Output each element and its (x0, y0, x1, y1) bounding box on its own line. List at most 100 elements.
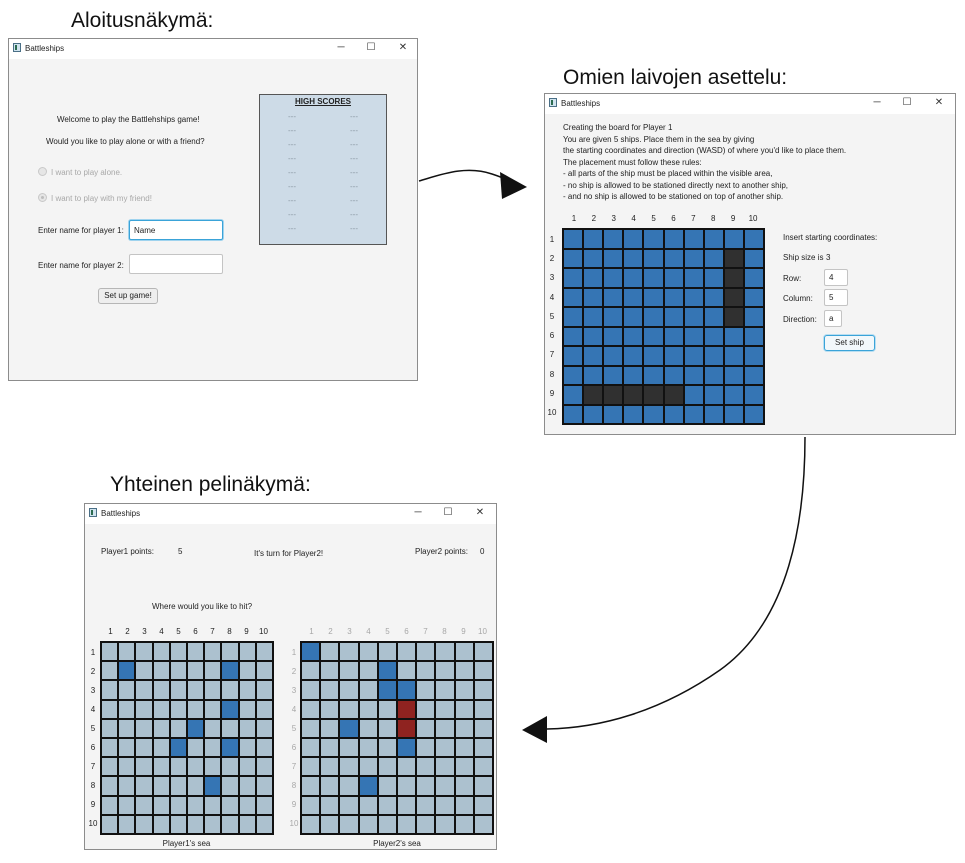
player2-sea-cell[interactable] (359, 700, 377, 718)
sea-cell[interactable] (664, 249, 683, 267)
sea-cell[interactable] (684, 288, 703, 306)
player2-sea-cell[interactable] (302, 739, 320, 757)
direction-input[interactable]: a (824, 310, 842, 327)
player2-sea-cell[interactable] (302, 796, 320, 814)
sea-cell[interactable] (704, 308, 723, 326)
sea-cell[interactable] (584, 230, 603, 248)
player2-sea-cell[interactable] (455, 777, 473, 795)
set-ship-button[interactable]: Set ship (824, 335, 875, 351)
sea-cell[interactable] (684, 269, 703, 287)
sea-cell[interactable] (584, 366, 603, 384)
player2-sea-cell[interactable] (359, 681, 377, 699)
minimize-icon[interactable]: ─ (873, 97, 881, 108)
sea-cell[interactable] (704, 269, 723, 287)
player2-sea-cell[interactable] (398, 739, 416, 757)
sea-cell[interactable] (584, 249, 603, 267)
player2-sea-cell[interactable] (436, 643, 454, 661)
player2-sea-cell[interactable] (474, 777, 492, 795)
sea-cell[interactable] (664, 269, 683, 287)
player2-sea-cell[interactable] (398, 643, 416, 661)
player2-sea-cell[interactable] (455, 739, 473, 757)
player2-sea-cell[interactable] (474, 700, 492, 718)
player2-sea-cell[interactable] (340, 815, 358, 833)
sea-cell[interactable] (704, 347, 723, 365)
row-input[interactable]: 4 (824, 269, 848, 286)
player2-sea-cell[interactable] (417, 777, 435, 795)
sea-cell[interactable] (744, 327, 763, 345)
player2-sea-cell[interactable] (378, 777, 396, 795)
sea-cell[interactable] (664, 386, 683, 404)
player2-sea-cell[interactable] (340, 681, 358, 699)
sea-cell[interactable] (564, 386, 583, 404)
player2-sea-cell[interactable] (340, 758, 358, 776)
sea-cell[interactable] (564, 366, 583, 384)
player2-sea-cell[interactable] (359, 758, 377, 776)
player2-sea-cell[interactable] (417, 758, 435, 776)
player2-sea-cell[interactable] (302, 777, 320, 795)
sea-cell[interactable] (644, 230, 663, 248)
close-icon[interactable]: ✕ (398, 42, 408, 53)
player2-sea-cell[interactable] (378, 796, 396, 814)
sea-cell[interactable] (624, 405, 643, 423)
sea-cell[interactable] (724, 347, 743, 365)
player2-sea-cell[interactable] (455, 700, 473, 718)
player2-sea-cell[interactable] (474, 758, 492, 776)
sea-cell[interactable] (624, 308, 643, 326)
sea-cell[interactable] (584, 288, 603, 306)
player2-sea-cell[interactable] (436, 700, 454, 718)
sea-cell[interactable] (744, 386, 763, 404)
sea-cell[interactable] (644, 347, 663, 365)
sea-cell[interactable] (684, 405, 703, 423)
player2-sea-cell[interactable] (455, 758, 473, 776)
sea-cell[interactable] (684, 386, 703, 404)
sea-cell[interactable] (684, 366, 703, 384)
player2-sea-cell[interactable] (398, 796, 416, 814)
player2-sea-cell[interactable] (321, 662, 339, 680)
sea-cell[interactable] (624, 327, 643, 345)
sea-cell[interactable] (564, 327, 583, 345)
sea-cell[interactable] (684, 347, 703, 365)
player2-sea-cell[interactable] (455, 815, 473, 833)
player2-sea-cell[interactable] (417, 815, 435, 833)
player2-sea-cell[interactable] (359, 719, 377, 737)
sea-cell[interactable] (584, 347, 603, 365)
radio-play-friend[interactable] (38, 193, 47, 202)
player2-sea-cell[interactable] (436, 815, 454, 833)
player2-sea-cell[interactable] (436, 681, 454, 699)
player2-sea-cell[interactable] (436, 777, 454, 795)
maximize-icon[interactable]: ☐ (902, 97, 912, 108)
sea-cell[interactable] (584, 327, 603, 345)
sea-cell[interactable] (604, 386, 623, 404)
maximize-icon[interactable]: ☐ (443, 507, 453, 518)
sea-cell[interactable] (704, 249, 723, 267)
sea-cell[interactable] (584, 386, 603, 404)
sea-cell[interactable] (564, 249, 583, 267)
player2-sea-cell[interactable] (321, 815, 339, 833)
player2-sea-cell[interactable] (321, 681, 339, 699)
player2-sea-cell[interactable] (378, 662, 396, 680)
sea-cell[interactable] (604, 288, 623, 306)
sea-cell[interactable] (744, 405, 763, 423)
player2-sea-cell[interactable] (359, 777, 377, 795)
player2-sea-cell[interactable] (436, 719, 454, 737)
sea-cell[interactable] (604, 347, 623, 365)
sea-cell[interactable] (664, 347, 683, 365)
player2-sea-cell[interactable] (340, 739, 358, 757)
sea-cell[interactable] (564, 405, 583, 423)
player2-sea-cell[interactable] (340, 719, 358, 737)
sea-cell[interactable] (724, 230, 743, 248)
sea-cell[interactable] (744, 230, 763, 248)
setup-game-button[interactable]: Set up game! (98, 288, 158, 304)
player2-sea-cell[interactable] (398, 700, 416, 718)
player2-sea-cell[interactable] (378, 700, 396, 718)
player2-sea-cell[interactable] (474, 643, 492, 661)
sea-cell[interactable] (704, 288, 723, 306)
sea-cell[interactable] (604, 230, 623, 248)
player2-sea-cell[interactable] (436, 662, 454, 680)
sea-cell[interactable] (644, 288, 663, 306)
player2-sea-cell[interactable] (378, 719, 396, 737)
sea-cell[interactable] (724, 405, 743, 423)
player2-sea-board[interactable] (300, 641, 494, 835)
player2-sea-cell[interactable] (359, 815, 377, 833)
sea-cell[interactable] (624, 230, 643, 248)
